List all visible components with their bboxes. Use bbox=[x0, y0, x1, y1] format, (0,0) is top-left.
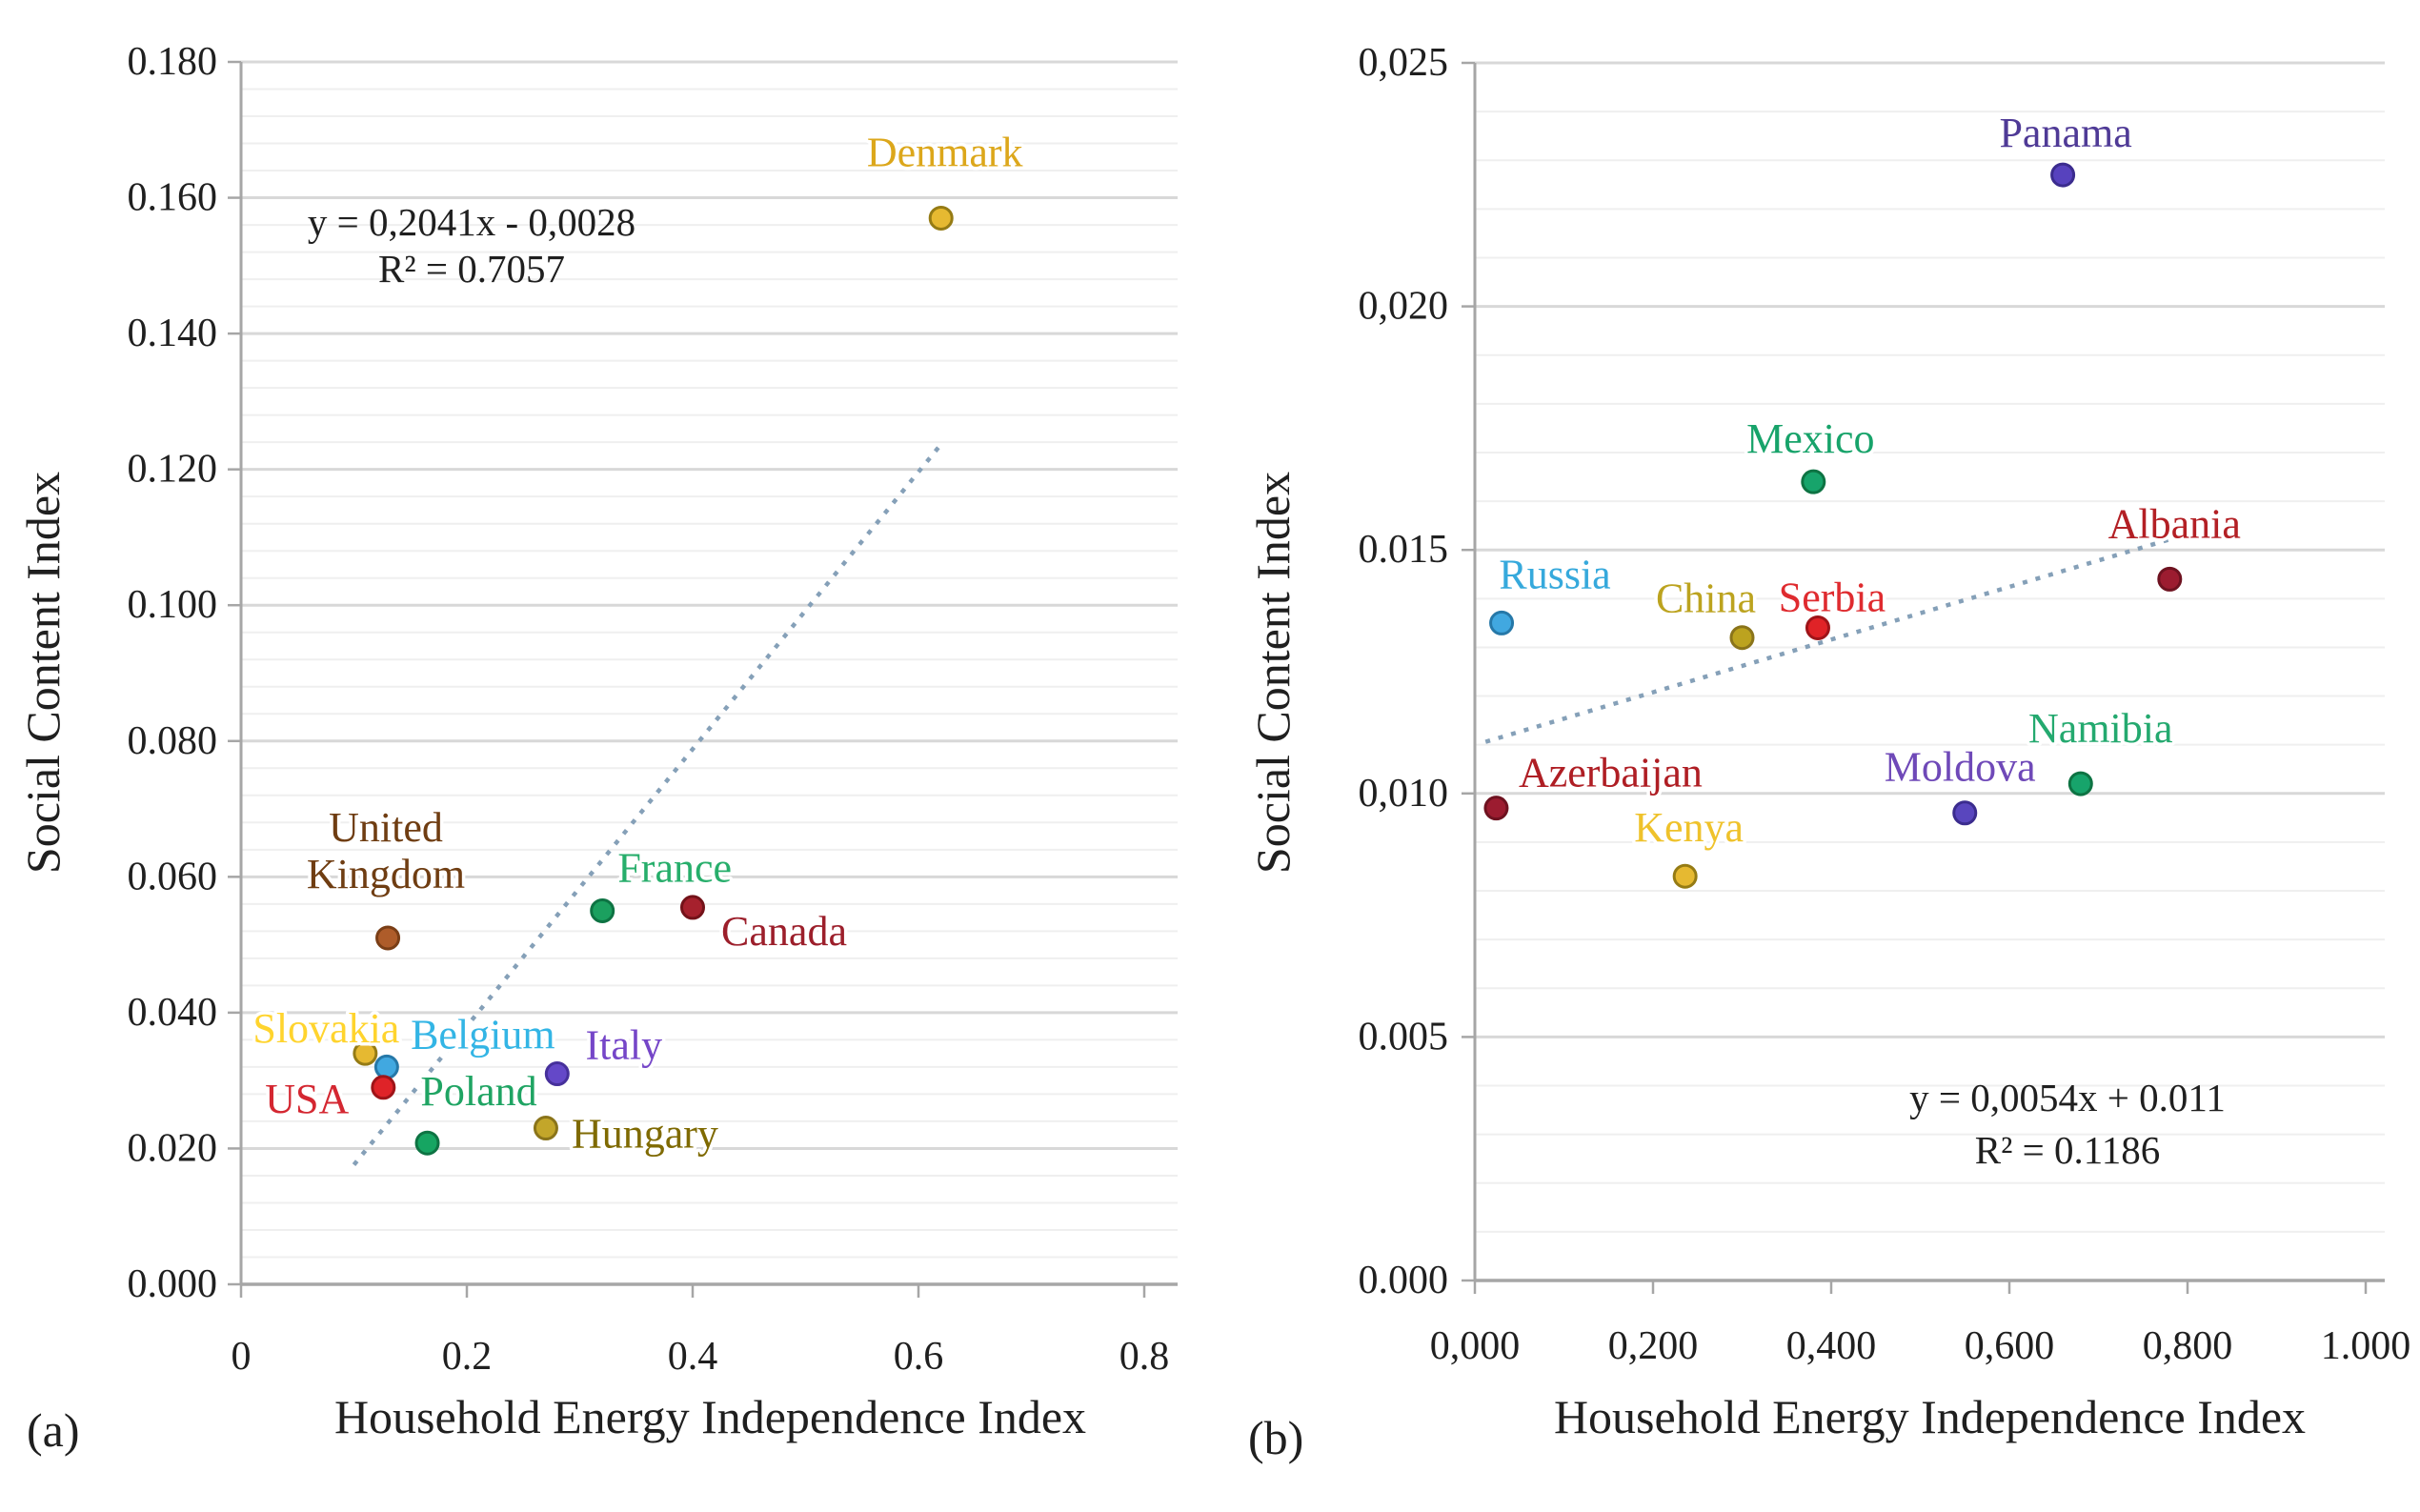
point-china bbox=[1729, 625, 1755, 651]
label-albania: Albania bbox=[2108, 500, 2241, 547]
x-tick-label: 0.4 bbox=[668, 1335, 718, 1379]
point-serbia bbox=[1805, 615, 1830, 640]
label-serbia: Serbia bbox=[1779, 574, 1886, 620]
point-kenya bbox=[1672, 863, 1698, 889]
y-tick-label: 0.060 bbox=[128, 855, 218, 898]
y-axis-title-a: Social Content Index bbox=[16, 471, 70, 875]
y-tick-label: 0.020 bbox=[128, 1126, 218, 1170]
y-tick-label: 0.005 bbox=[1359, 1015, 1449, 1058]
y-axis-title-b: Social Content Index bbox=[1246, 471, 1300, 875]
point-namibia bbox=[2067, 771, 2093, 796]
equation-text: y = 0,2041x - 0,0028 bbox=[308, 200, 635, 244]
x-tick-label: 0,200 bbox=[1608, 1324, 1699, 1368]
r-squared-text: R² = 0.1186 bbox=[1975, 1128, 2161, 1172]
y-tick-label: 0.140 bbox=[128, 312, 218, 355]
point-usa bbox=[371, 1075, 396, 1100]
label-canada: Canada bbox=[721, 908, 847, 955]
point-mexico bbox=[1801, 469, 1826, 494]
point-canada bbox=[680, 895, 705, 920]
label-china: China bbox=[1656, 575, 1756, 622]
y-tick-label: 0,020 bbox=[1359, 285, 1449, 329]
label-azerbaijan: Azerbaijan bbox=[1519, 750, 1703, 796]
y-tick-label: 0,010 bbox=[1359, 772, 1449, 816]
y-tick-label: 0.015 bbox=[1359, 528, 1449, 572]
label-namibia: Namibia bbox=[2028, 705, 2173, 752]
x-tick-label: 0.2 bbox=[442, 1335, 493, 1379]
y-tick-label: 0.000 bbox=[128, 1262, 218, 1306]
point-united-kingdom bbox=[375, 925, 401, 951]
y-tick-label: 0.080 bbox=[128, 719, 218, 763]
x-tick-label: 0 bbox=[232, 1335, 252, 1379]
r-squared-text: R² = 0.7057 bbox=[378, 247, 565, 291]
y-tick-label: 0.120 bbox=[128, 448, 218, 492]
y-tick-label: 0.040 bbox=[128, 991, 218, 1035]
y-tick-label: 0.160 bbox=[128, 176, 218, 220]
point-hungary bbox=[533, 1116, 558, 1141]
label-usa: USA bbox=[265, 1076, 349, 1122]
label-united-kingdom: Kingdom bbox=[307, 851, 465, 897]
y-tick-label: 0.180 bbox=[128, 40, 218, 84]
label-moldova: Moldova bbox=[1885, 744, 2036, 791]
y-tick-label: 0.100 bbox=[128, 583, 218, 627]
label-russia: Russia bbox=[1499, 551, 1610, 597]
point-italy bbox=[544, 1061, 570, 1087]
point-russia bbox=[1489, 610, 1515, 635]
point-belgium bbox=[373, 1054, 399, 1079]
point-albania bbox=[2157, 566, 2183, 592]
point-moldova bbox=[1952, 800, 1978, 826]
panel-caption-b: (b) bbox=[1248, 1411, 1304, 1464]
label-panama: Panama bbox=[1999, 110, 2131, 156]
panel-caption-a: (a) bbox=[27, 1403, 80, 1457]
label-poland: Poland bbox=[420, 1068, 536, 1115]
trend-line bbox=[352, 442, 943, 1166]
label-united-kingdom: United bbox=[329, 804, 443, 851]
point-panama bbox=[2050, 162, 2076, 188]
label-denmark: Denmark bbox=[867, 129, 1023, 175]
x-tick-label: 0,400 bbox=[1786, 1324, 1877, 1368]
equation-text: y = 0,0054x + 0.011 bbox=[1909, 1076, 2226, 1119]
label-france: France bbox=[617, 844, 732, 891]
y-tick-label: 0.000 bbox=[1359, 1259, 1449, 1302]
point-poland bbox=[414, 1130, 440, 1156]
x-tick-label: 0,600 bbox=[1965, 1324, 2055, 1368]
x-tick-label: 0.6 bbox=[894, 1335, 944, 1379]
label-italy: Italy bbox=[585, 1022, 662, 1069]
x-axis-title-a: Household Energy Independence Index bbox=[333, 1390, 1087, 1443]
x-tick-label: 1.000 bbox=[2321, 1324, 2411, 1368]
label-belgium: Belgium bbox=[411, 1011, 555, 1058]
y-tick-label: 0,025 bbox=[1359, 41, 1449, 85]
x-tick-label: 0,800 bbox=[2143, 1324, 2233, 1368]
x-tick-label: 0.8 bbox=[1119, 1335, 1170, 1379]
point-slovakia bbox=[353, 1040, 378, 1066]
point-denmark bbox=[928, 205, 954, 231]
trend-line bbox=[1484, 534, 2180, 744]
label-mexico: Mexico bbox=[1746, 415, 1874, 462]
label-slovakia: Slovakia bbox=[252, 1005, 399, 1052]
x-axis-title-b: Household Energy Independence Index bbox=[1553, 1390, 2307, 1443]
point-france bbox=[590, 897, 615, 923]
point-azerbaijan bbox=[1483, 796, 1509, 821]
label-kenya: Kenya bbox=[1634, 804, 1744, 851]
x-tick-label: 0,000 bbox=[1430, 1324, 1521, 1368]
label-hungary: Hungary bbox=[572, 1111, 718, 1158]
